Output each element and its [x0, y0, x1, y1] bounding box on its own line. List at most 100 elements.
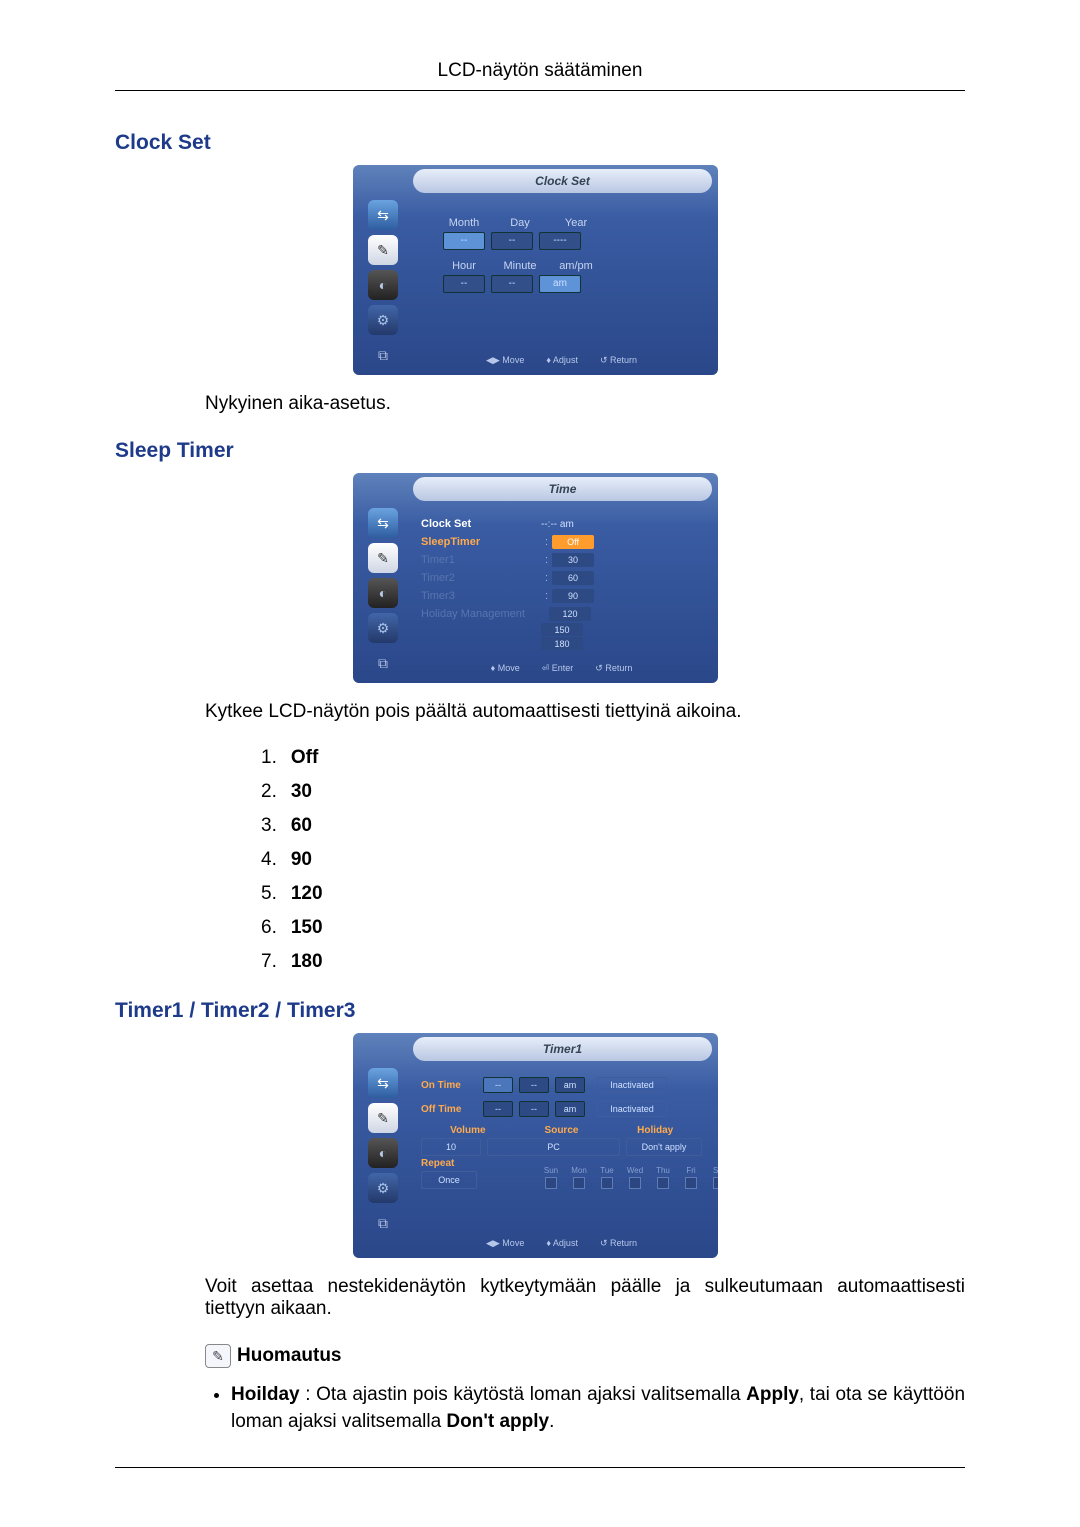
sleep-option: 2.30: [261, 781, 965, 803]
label-year: Year: [555, 217, 597, 229]
day-column: Sun: [541, 1166, 561, 1189]
multi-icon: ⧉: [368, 648, 398, 678]
footer-move: ◀▶ Move: [486, 355, 524, 373]
note-bold: Don't apply: [446, 1411, 549, 1432]
day-checkbox[interactable]: [657, 1177, 669, 1189]
day-checkbox[interactable]: [713, 1177, 718, 1189]
osd-icon-column: ⇆ ✎ ◐ ⚙ ⧉: [359, 1063, 407, 1243]
footer-adjust: ♦ Adjust: [546, 355, 578, 373]
osd-sleep-timer: Time ⇆ ✎ ◐ ⚙ ⧉ Clock Set--:-- am SleepTi…: [353, 473, 718, 683]
value-minute[interactable]: --: [491, 275, 533, 293]
sleep-option: 3.60: [261, 815, 965, 837]
repeat-value[interactable]: Once: [421, 1171, 477, 1189]
off-time-ampm[interactable]: am: [555, 1101, 585, 1117]
osd-title: Timer1: [413, 1037, 712, 1061]
value-volume[interactable]: 10: [421, 1138, 481, 1156]
note-label: Huomautus: [237, 1345, 342, 1367]
sleep-option: 7.180: [261, 951, 965, 973]
sound-icon: ◐: [368, 578, 398, 608]
setup-icon: ⚙: [368, 305, 398, 335]
osd-footer: ◀▶ Move ♦ Adjust ↺ Return: [413, 355, 710, 373]
sound-icon: ◐: [368, 1138, 398, 1168]
menu-value: --:-- am: [541, 519, 574, 530]
menu-item[interactable]: Clock Set: [421, 518, 541, 530]
menu-value[interactable]: Off: [552, 535, 594, 549]
clock-grid: Month Day Year -- -- ---- Hour Minute am…: [433, 217, 690, 293]
off-time-hour[interactable]: --: [483, 1101, 513, 1117]
footer-adjust: ♦ Adjust: [546, 1238, 578, 1256]
note-bold: Apply: [746, 1384, 799, 1405]
osd-title: Clock Set: [413, 169, 712, 193]
day-column: Thu: [653, 1166, 673, 1189]
sleep-option: 5.120: [261, 883, 965, 905]
day-column: Wed: [625, 1166, 645, 1189]
day-checkboxes: Sun Mon Tue Wed Thu Fri Sat: [541, 1166, 718, 1189]
footer-enter: ⏎ Enter: [542, 663, 574, 681]
input-icon: ⇆: [368, 508, 398, 538]
on-time-status[interactable]: Inactivated: [597, 1077, 667, 1093]
bottom-rule: [115, 1467, 965, 1468]
on-time-min[interactable]: --: [519, 1077, 549, 1093]
on-time-hour[interactable]: --: [483, 1077, 513, 1093]
osd-footer: ♦ Move ⏎ Enter ↺ Return: [413, 663, 710, 681]
off-time-min[interactable]: --: [519, 1101, 549, 1117]
note-text: : Ota ajastin pois käytöstä loman ajaksi…: [300, 1384, 747, 1405]
on-time-ampm[interactable]: am: [555, 1077, 585, 1093]
picture-icon: ✎: [368, 1103, 398, 1133]
menu-item[interactable]: SleepTimer: [421, 536, 541, 548]
heading-sleep-timer: Sleep Timer: [115, 439, 965, 463]
note-icon: ✎: [205, 1344, 231, 1368]
day-column: Mon: [569, 1166, 589, 1189]
input-icon: ⇆: [368, 200, 398, 230]
menu-item[interactable]: Timer3: [421, 590, 541, 602]
osd-timer1: Timer1 ⇆ ✎ ◐ ⚙ ⧉ On Time -- -- am Inacti…: [353, 1033, 718, 1258]
note-text: .: [549, 1411, 554, 1432]
osd-footer: ◀▶ Move ♦ Adjust ↺ Return: [413, 1238, 710, 1256]
menu-value: 60: [552, 571, 594, 585]
note-bullet: Hoilday : Ota ajastin pois käytöstä loma…: [231, 1382, 965, 1435]
day-column: Tue: [597, 1166, 617, 1189]
label-month: Month: [443, 217, 485, 229]
day-checkbox[interactable]: [601, 1177, 613, 1189]
day-label: Sat: [709, 1166, 718, 1175]
sleep-option: 4.90: [261, 849, 965, 871]
footer-move: ◀▶ Move: [486, 1238, 524, 1256]
header-source: Source: [515, 1125, 609, 1136]
menu-item[interactable]: Holiday Management: [421, 608, 541, 620]
menu-value: 30: [552, 553, 594, 567]
menu-value: 120: [549, 607, 591, 621]
sleep-option: 1.Off: [261, 747, 965, 769]
footer-return: ↺ Return: [600, 355, 637, 373]
day-label: Thu: [653, 1166, 673, 1175]
multi-icon: ⧉: [368, 340, 398, 370]
picture-icon: ✎: [368, 235, 398, 265]
menu-item[interactable]: Timer1: [421, 554, 541, 566]
repeat-label: Repeat: [421, 1158, 477, 1169]
day-checkbox[interactable]: [545, 1177, 557, 1189]
value-month[interactable]: --: [443, 232, 485, 250]
menu-item[interactable]: Timer2: [421, 572, 541, 584]
day-label: Sun: [541, 1166, 561, 1175]
value-year[interactable]: ----: [539, 232, 581, 250]
osd-icon-column: ⇆ ✎ ◐ ⚙ ⧉: [359, 503, 407, 683]
page-header: LCD-näytön säätäminen: [115, 60, 965, 82]
sleep-timer-options-list: 1.Off2.303.604.905.1206.1507.180: [261, 747, 965, 973]
header-volume: Volume: [421, 1125, 515, 1136]
note-bold: Hoilday: [231, 1384, 300, 1405]
day-checkbox[interactable]: [629, 1177, 641, 1189]
value-ampm[interactable]: am: [539, 275, 581, 293]
value-source[interactable]: PC: [487, 1138, 620, 1156]
heading-clock-set: Clock Set: [115, 131, 965, 155]
day-label: Wed: [625, 1166, 645, 1175]
option-value: 180: [541, 637, 583, 650]
day-checkbox[interactable]: [573, 1177, 585, 1189]
value-hour[interactable]: --: [443, 275, 485, 293]
value-holiday[interactable]: Don't apply: [626, 1138, 702, 1156]
day-label: Mon: [569, 1166, 589, 1175]
day-column: Fri: [681, 1166, 701, 1189]
setup-icon: ⚙: [368, 1173, 398, 1203]
footer-move: ♦ Move: [491, 663, 520, 681]
day-checkbox[interactable]: [685, 1177, 697, 1189]
value-day[interactable]: --: [491, 232, 533, 250]
off-time-status[interactable]: Inactivated: [597, 1101, 667, 1117]
